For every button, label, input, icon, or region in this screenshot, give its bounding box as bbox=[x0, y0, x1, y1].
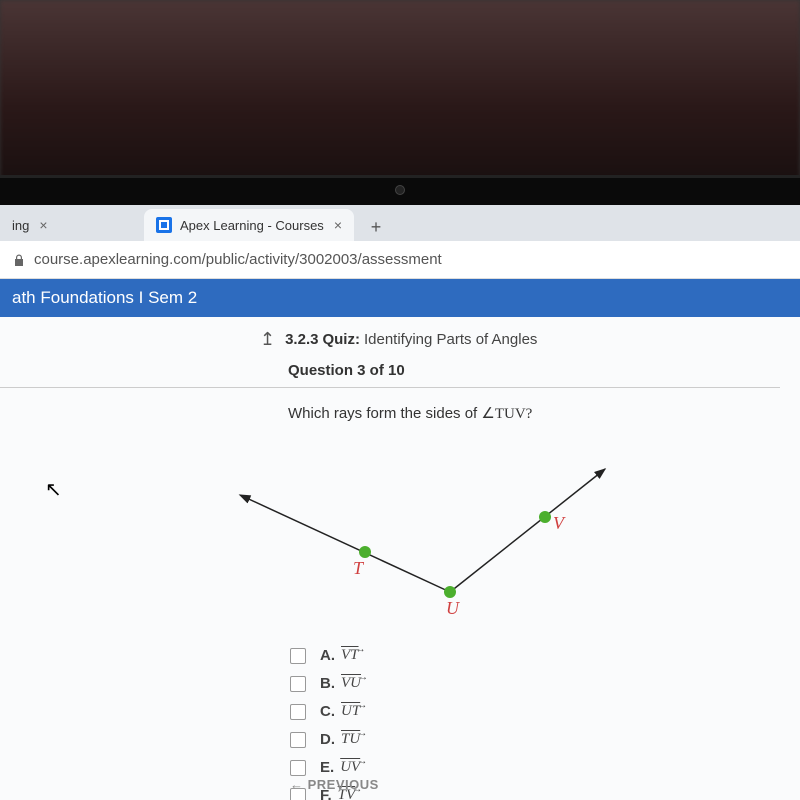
option-letter: D. bbox=[320, 731, 335, 748]
checkbox[interactable] bbox=[290, 760, 306, 776]
checkbox[interactable] bbox=[290, 648, 306, 664]
previous-button[interactable]: ← PREVIOUS bbox=[290, 777, 379, 792]
ray-label: UT→ bbox=[341, 703, 360, 720]
address-bar[interactable]: course.apexlearning.com/public/activity/… bbox=[0, 241, 800, 279]
answer-option[interactable]: D. TU→ bbox=[290, 731, 361, 748]
checkbox[interactable] bbox=[290, 676, 306, 692]
answer-option[interactable]: A. VT→ bbox=[290, 647, 361, 664]
question-counter: Question 3 of 10 bbox=[0, 356, 780, 388]
svg-text:U: U bbox=[446, 598, 460, 618]
quiz-label: Quiz: bbox=[322, 331, 360, 348]
svg-text:V: V bbox=[553, 513, 566, 533]
option-letter: E. bbox=[320, 759, 334, 776]
checkbox[interactable] bbox=[290, 732, 306, 748]
ray-label: VT→ bbox=[341, 647, 359, 664]
tab-title: ing bbox=[12, 218, 29, 233]
apex-favicon-icon bbox=[156, 217, 172, 233]
course-title-bar: ath Foundations I Sem 2 bbox=[0, 279, 800, 317]
browser-tab-2[interactable]: Apex Learning - Courses × bbox=[144, 209, 354, 241]
option-letter: A. bbox=[320, 647, 335, 664]
angle-diagram: T U V bbox=[200, 447, 620, 637]
tab-title: Apex Learning - Courses bbox=[180, 218, 324, 233]
answer-option[interactable]: B. VU→ bbox=[290, 675, 361, 692]
quiz-header: ↥ 3.2.3 Quiz: Identifying Parts of Angle… bbox=[0, 317, 800, 356]
option-letter: C. bbox=[320, 703, 335, 720]
previous-label: ← PREVIOUS bbox=[290, 777, 379, 792]
new-tab-button[interactable]: + bbox=[362, 213, 390, 241]
answer-option[interactable]: C. UT→ bbox=[290, 703, 361, 720]
laptop-camera bbox=[395, 185, 405, 195]
question-text: Which rays form the sides of ∠TUV? bbox=[0, 388, 800, 423]
page-content: ↥ 3.2.3 Quiz: Identifying Parts of Angle… bbox=[0, 317, 800, 800]
option-letter: B. bbox=[320, 675, 335, 692]
quiz-title: Identifying Parts of Angles bbox=[364, 331, 537, 348]
angle-name: ∠TUV? bbox=[481, 406, 532, 422]
cursor-icon: ↖ bbox=[45, 477, 62, 502]
checkbox[interactable] bbox=[290, 704, 306, 720]
course-title: ath Foundations I Sem 2 bbox=[12, 288, 197, 308]
browser-tab-strip: ing × Apex Learning - Courses × + bbox=[0, 205, 800, 241]
back-arrow-icon[interactable]: ↥ bbox=[260, 329, 275, 350]
ray-label: UV→ bbox=[340, 759, 360, 776]
ray-label: VU→ bbox=[341, 675, 361, 692]
url-text: course.apexlearning.com/public/activity/… bbox=[34, 251, 442, 268]
ray-label: TU→ bbox=[341, 731, 360, 748]
close-icon[interactable]: × bbox=[39, 217, 47, 233]
close-icon[interactable]: × bbox=[334, 217, 342, 233]
answer-option[interactable]: E. UV→ bbox=[290, 759, 361, 776]
svg-text:T: T bbox=[353, 558, 365, 578]
lock-icon bbox=[12, 253, 26, 267]
question-prefix: Which rays form the sides of bbox=[288, 405, 481, 422]
browser-tab-1[interactable]: ing × bbox=[0, 209, 140, 241]
quiz-number: 3.2.3 bbox=[285, 331, 318, 348]
